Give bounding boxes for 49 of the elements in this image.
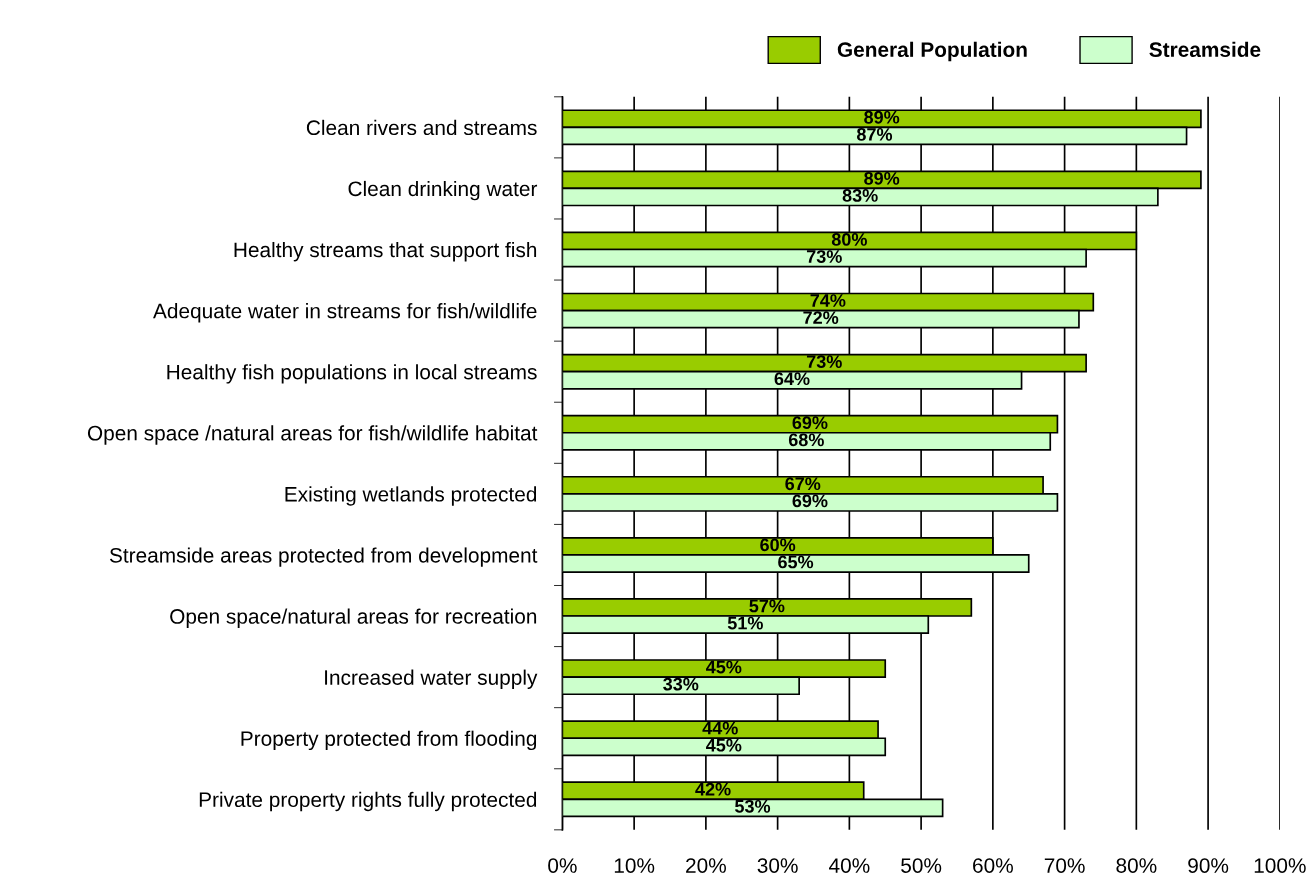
y-tick-label: Streamside areas protected from development [109,547,538,567]
y-tick-label: Clean rivers and streams [306,119,537,136]
x-tick-label: 20% [686,858,726,873]
y-tick-label: Clean drinking water [348,180,538,201]
x-tick-label: 50% [901,858,942,873]
data-label: 51% [727,616,763,630]
x-tick-label: 30% [757,858,798,873]
data-label: 72% [803,311,839,324]
y-tick-label: Open space /natural areas for fish/wildlife habitat [87,425,538,445]
data-label: 74% [810,294,846,307]
y-tick-label: Property protected from flooding [241,730,537,751]
x-tick-label: 10% [614,858,655,873]
data-label: 68% [788,433,824,447]
y-tick-label: Healthy streams that support fish [234,241,537,262]
data-label: 83% [842,189,878,202]
y-tick-label: Healthy fish populations in local streams [167,364,537,384]
data-label: 69% [792,416,828,430]
data-label: 73% [806,250,842,263]
y-tick-label: Open space/natural areas for recreation [170,608,537,628]
legend-label: General Population [837,41,1027,62]
x-tick-label: 100% [1254,858,1306,873]
x-tick-label: 40% [829,858,870,873]
data-label: 45% [706,660,742,674]
data-label: 45% [706,738,742,752]
data-label: 42% [695,782,731,796]
data-label: 65% [778,555,814,569]
data-label: 80% [831,233,867,246]
y-tick-label: Adequate water in streams for fish/wildlife [153,303,537,323]
y-tick-label: Existing wetlands protected [285,486,537,506]
data-label: 73% [806,355,842,369]
y-tick-label: Private property rights fully protected [199,791,537,812]
data-label: 89% [864,110,900,124]
data-label: 64% [774,372,810,386]
data-label: 53% [735,799,771,813]
data-label: 87% [856,127,893,141]
data-label: 60% [760,538,796,552]
x-tick-label: 90% [1188,858,1229,873]
data-label: 44% [702,721,738,735]
legend-label: Streamside [1149,41,1261,58]
x-tick-label: 80% [1116,858,1157,873]
data-label: 57% [749,599,785,613]
x-tick-label: 70% [1044,858,1085,873]
data-label: 89% [864,171,900,185]
data-label: 69% [792,494,828,508]
y-tick-label: Increased water supply [325,669,538,689]
data-label: 33% [663,677,699,691]
data-label: 67% [785,477,821,491]
x-tick-label: 60% [973,858,1013,873]
x-tick-label: 0% [548,858,577,873]
